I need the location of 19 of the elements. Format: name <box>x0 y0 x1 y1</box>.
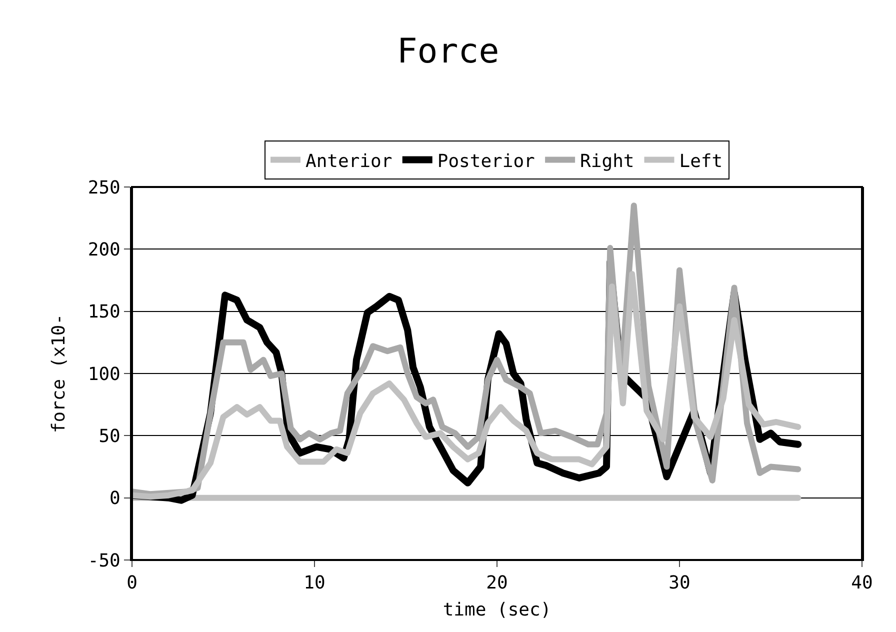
y-tick-label: 200 <box>88 239 120 260</box>
y-tick-label: 250 <box>88 177 120 198</box>
y-tick-label: 150 <box>88 302 120 323</box>
x-tick-label: 30 <box>668 572 690 594</box>
legend-label: Anterior <box>306 150 392 172</box>
y-tick-label: 0 <box>110 488 120 510</box>
x-axis-title: time (sec) <box>442 600 552 621</box>
legend-label: Posterior <box>437 150 536 172</box>
x-tick-label: 40 <box>851 572 873 594</box>
legend-label: Right <box>580 150 634 172</box>
y-tick-label: -50 <box>88 550 120 572</box>
legend-label: Left <box>679 150 723 172</box>
chart-title: Force <box>396 31 500 72</box>
x-tick-label: 20 <box>486 572 508 594</box>
y-axis-title: force (x10- <box>48 314 70 434</box>
y-tick-label: 50 <box>98 426 120 447</box>
x-tick-label: 10 <box>304 572 326 594</box>
y-tick-label: 100 <box>88 364 120 385</box>
x-tick-label: 0 <box>126 572 138 594</box>
